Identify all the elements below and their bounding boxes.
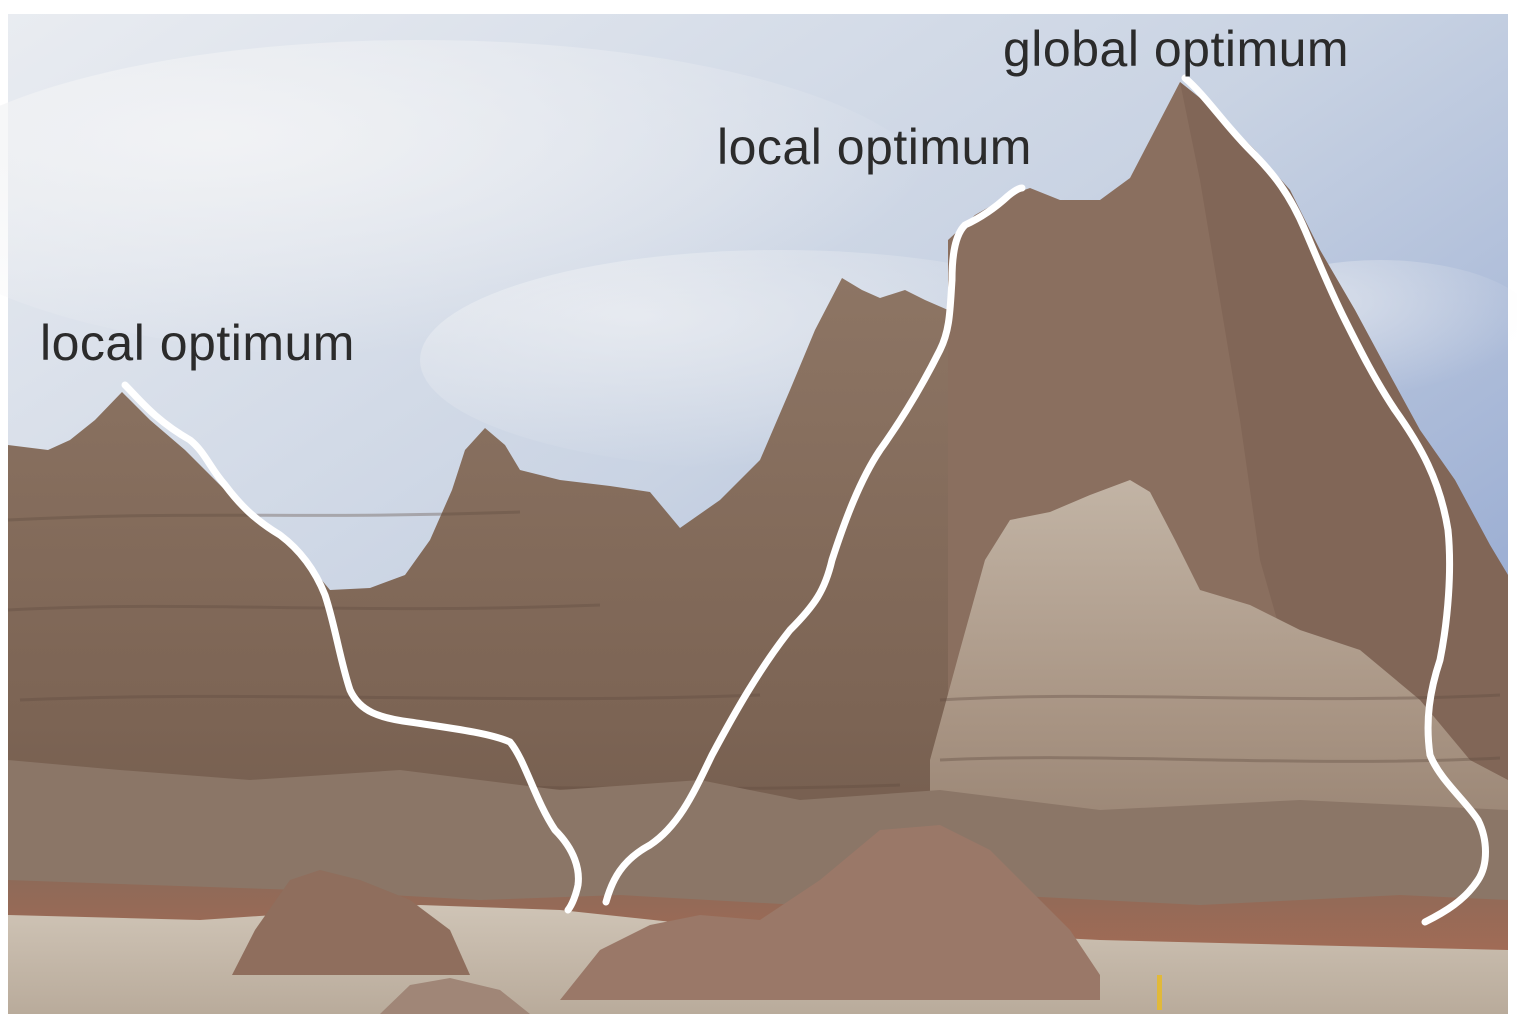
trace-line-global-peak xyxy=(1181,74,1489,926)
local-optimum-label-left: local optimum xyxy=(40,315,355,371)
global-optimum-label: global optimum xyxy=(1003,21,1350,77)
trace-line-middle-peak xyxy=(602,184,1026,906)
foreground-mound-left xyxy=(232,870,470,975)
trace-line-left-peak xyxy=(121,381,582,914)
massif-shadow xyxy=(1180,82,1508,900)
photo xyxy=(0,14,1517,1014)
foreground-mound-bottom xyxy=(380,978,530,1014)
local-optimum-label-middle: local optimum xyxy=(717,119,1032,175)
landscape-trace-lines xyxy=(121,74,1489,926)
marker-post xyxy=(1157,975,1162,1010)
foreground-mound-center xyxy=(560,825,1100,1000)
